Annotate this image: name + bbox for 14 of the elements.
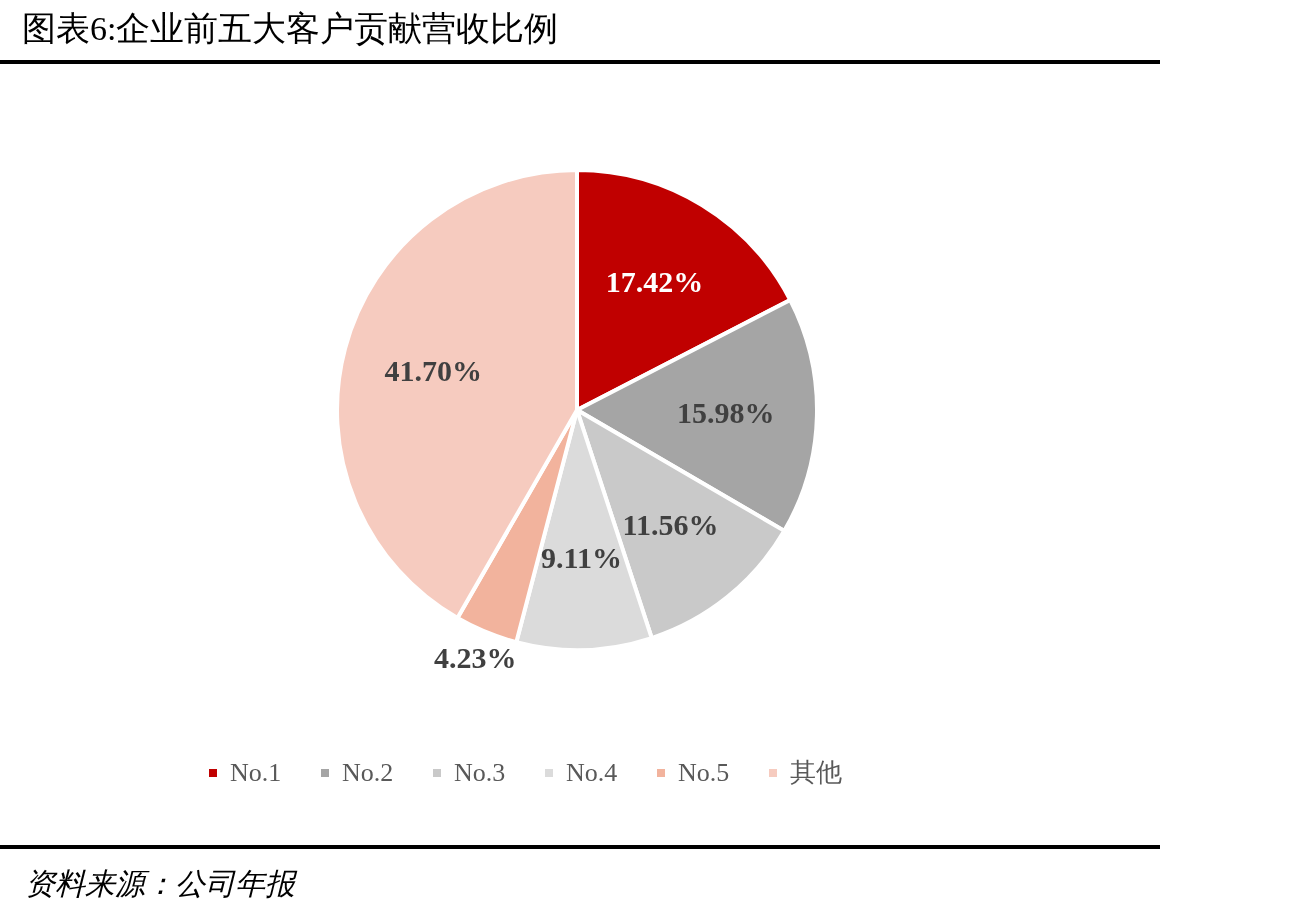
data-label: 9.11% bbox=[541, 540, 622, 574]
legend-label: No.3 bbox=[454, 758, 506, 787]
data-label: 17.42% bbox=[605, 264, 704, 298]
data-label: 4.23% bbox=[433, 640, 517, 674]
legend-label: No.2 bbox=[342, 758, 394, 787]
legend-label: No.4 bbox=[566, 758, 618, 787]
legend-label: No.1 bbox=[230, 758, 282, 787]
data-label: 41.70% bbox=[384, 353, 482, 387]
text: 资料来源：公司年报 bbox=[25, 867, 298, 900]
legend-label: No.5 bbox=[678, 758, 730, 787]
legend-label: 其他 bbox=[790, 758, 842, 787]
data-label: 11.56% bbox=[622, 507, 719, 541]
data-label: 15.98% bbox=[677, 395, 775, 429]
chart-title: 图表6:企业前五大客户贡献营收比例 bbox=[22, 10, 559, 47]
